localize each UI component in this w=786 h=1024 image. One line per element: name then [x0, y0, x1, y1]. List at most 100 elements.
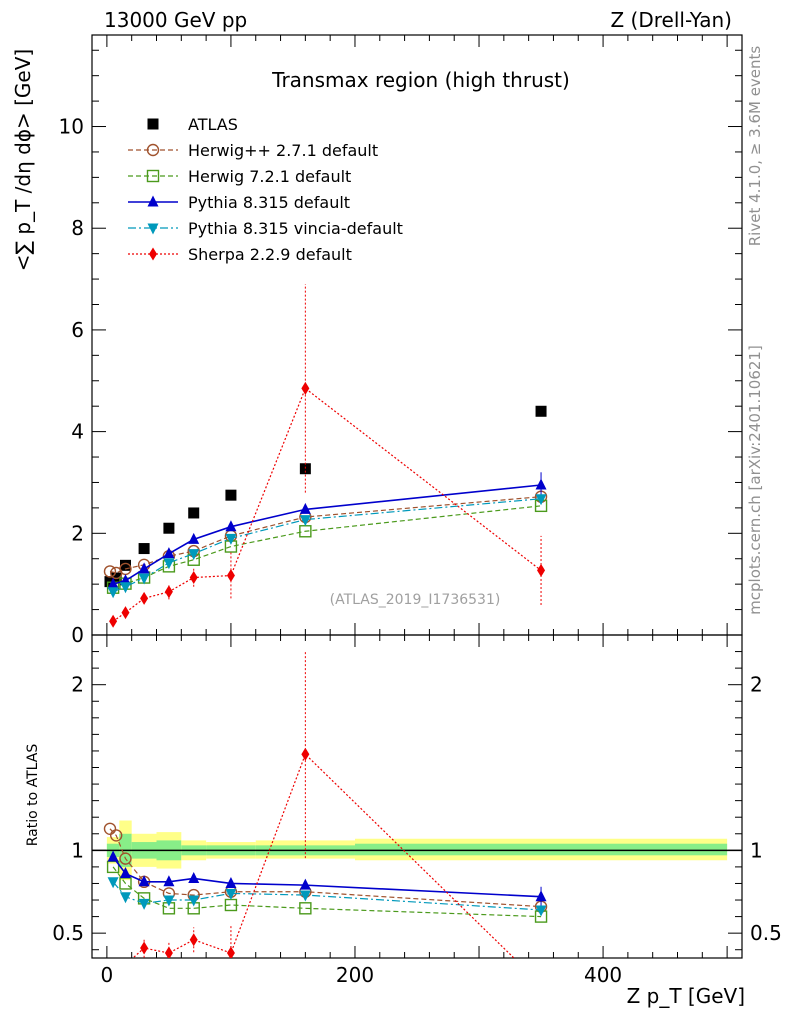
- ratio-y-axis-title: Ratio to ATLAS: [25, 744, 41, 847]
- ratio-point-sherpa-2-2-9-default: [537, 978, 545, 991]
- point-herwig-2-7-1-default: [103, 565, 117, 578]
- line-sherpa-2-2-9-default: [112, 387, 542, 622]
- y-axis-title: <∑ p_T /dη dϕ> [GeV]: [11, 49, 35, 271]
- ratio-point-sherpa-2-2-9-default: [121, 958, 129, 971]
- ratio-point-herwig-2-7-1-default: [119, 852, 132, 865]
- point-atlas: [163, 522, 175, 534]
- ratio-tick-label: 2: [71, 673, 84, 697]
- ratio-line-herwig-7-2-1-default: [112, 866, 542, 918]
- ratio-point-pythia-8-315-vincia-default: [535, 905, 547, 917]
- ratio-point-pythia-8-315-vincia-default: [225, 888, 237, 900]
- legend-marker-herwig-7-2-1-default: [146, 169, 160, 183]
- point-atlas: [188, 507, 200, 519]
- legend-label-herwig-7-2-1-default: Herwig 7.2.1 default: [188, 167, 351, 186]
- ratio-tick-label: 1: [71, 838, 84, 862]
- point-pythia-8-315-vincia-default: [107, 587, 119, 599]
- point-pythia-8-315-default: [138, 562, 150, 574]
- ratio-point-pythia-8-315-default: [119, 867, 131, 879]
- ratio-point-pythia-8-315-vincia-default: [188, 895, 200, 907]
- legend-label-atlas: ATLAS: [188, 115, 238, 134]
- point-sherpa-2-2-9-default: [226, 569, 235, 583]
- point-sherpa-2-2-9-default: [109, 614, 118, 628]
- ratio-series-group: [103, 650, 548, 991]
- point-pythia-8-315-default: [188, 532, 200, 544]
- legend-marker-sherpa-2-2-9-default: [149, 247, 157, 261]
- x-axis-title: Z p_T [GeV]: [627, 984, 745, 1008]
- mcplots-source: mcplots.cern.ch [arXiv:2401.10621]: [746, 345, 764, 615]
- point-sherpa-2-2-9-default: [164, 585, 173, 599]
- x-tick-label: 400: [584, 963, 622, 987]
- ratio-point-sherpa-2-2-9-default: [189, 933, 198, 947]
- y-tick-label: 2: [71, 521, 84, 545]
- legend-marker-atlas: [147, 118, 159, 130]
- ratio-frame: [91, 634, 743, 959]
- ratio-point-pythia-8-315-default: [225, 876, 237, 888]
- line-herwig-2-7-1-default: [109, 496, 542, 574]
- point-pythia-8-315-default: [163, 547, 175, 559]
- ratio-tick-label-right: 1: [750, 838, 763, 862]
- ratio-point-pythia-8-315-default: [299, 878, 311, 890]
- ratio-point-pythia-8-315-vincia-default: [107, 877, 119, 889]
- point-pythia-8-315-vincia-default: [535, 494, 547, 506]
- ratio-point-pythia-8-315-default: [138, 875, 150, 887]
- y-tick-label: 8: [71, 216, 84, 240]
- ratio-point-sherpa-2-2-9-default: [164, 946, 173, 958]
- point-atlas: [535, 405, 547, 417]
- ratio-point-sherpa-2-2-9-default: [140, 941, 149, 955]
- legend-label-pythia-8-315-default: Pythia 8.315 default: [188, 193, 350, 212]
- ratio-point-pythia-8-315-default: [163, 875, 175, 887]
- line-pythia-8-315-default: [112, 484, 542, 585]
- header-left: 13000 GeV pp: [104, 8, 247, 32]
- y-tick-label: 10: [59, 115, 84, 139]
- point-atlas: [119, 559, 131, 571]
- rivet-version: Rivet 4.1.0, ≥ 3.6M events: [746, 46, 764, 247]
- point-pythia-8-315-vincia-default: [138, 573, 150, 585]
- point-pythia-8-315-default: [225, 520, 237, 532]
- ratio-point-sherpa-2-2-9-default: [226, 946, 235, 958]
- ratio-point-pythia-8-315-vincia-default: [119, 892, 131, 904]
- ratio-point-pythia-8-315-default: [107, 850, 119, 862]
- point-pythia-8-315-vincia-default: [188, 549, 200, 561]
- analysis-label: (ATLAS_2019_I1736531): [330, 592, 501, 608]
- y-tick-label: 0: [71, 623, 84, 647]
- point-pythia-8-315-default: [107, 577, 119, 589]
- point-pythia-8-315-vincia-default: [163, 558, 175, 570]
- ratio-point-herwig-7-2-1-default: [299, 902, 312, 915]
- main-series-group: [103, 284, 548, 628]
- x-tick-label: 200: [336, 963, 374, 987]
- ratio-tick-label-right: 2: [750, 673, 763, 697]
- ratio-line-pythia-8-315-vincia-default: [112, 881, 542, 911]
- y-tick-label: 4: [71, 420, 84, 444]
- ratio-point-pythia-8-315-vincia-default: [138, 898, 150, 910]
- point-pythia-8-315-default: [535, 478, 547, 490]
- point-sherpa-2-2-9-default: [140, 591, 149, 605]
- point-pythia-8-315-vincia-default: [225, 533, 237, 545]
- ratio-line-herwig-2-7-1-default: [109, 828, 542, 908]
- plot-title: Transmax region (high thrust): [271, 68, 570, 92]
- legend-label-pythia-8-315-vincia-default: Pythia 8.315 vincia-default: [188, 219, 403, 238]
- ratio-point-herwig-2-7-1-default: [109, 829, 123, 842]
- legend-marker-pythia-8-315-default: [147, 195, 159, 207]
- point-pythia-8-315-vincia-default: [119, 582, 131, 594]
- ratio-point-pythia-8-315-default: [535, 890, 547, 902]
- ratio-point-pythia-8-315-default: [188, 871, 200, 883]
- point-sherpa-2-2-9-default: [189, 571, 198, 585]
- legend-label-sherpa-2-2-9-default: Sherpa 2.2.9 default: [188, 245, 352, 264]
- ratio-tick-label-right: 0.5: [750, 921, 782, 945]
- line-pythia-8-315-vincia-default: [112, 498, 542, 593]
- ratio-point-pythia-8-315-vincia-default: [299, 890, 311, 902]
- y-tick-label: 6: [71, 318, 84, 342]
- legend-marker-pythia-8-315-vincia-default: [147, 223, 159, 235]
- point-atlas: [225, 489, 237, 501]
- point-sherpa-2-2-9-default: [537, 563, 546, 577]
- ratio-point-pythia-8-315-vincia-default: [163, 895, 175, 907]
- x-tick-label: 0: [101, 963, 114, 987]
- point-pythia-8-315-vincia-default: [299, 515, 311, 527]
- ratio-line-sherpa-2-2-9-default: [132, 753, 515, 958]
- point-sherpa-2-2-9-default: [301, 381, 310, 395]
- ratio-point-sherpa-2-2-9-default: [301, 747, 310, 761]
- ratio-point-herwig-2-7-1-default: [103, 822, 117, 835]
- legend-label-herwig-2-7-1-default: Herwig++ 2.7.1 default: [188, 141, 378, 160]
- point-pythia-8-315-default: [299, 502, 311, 514]
